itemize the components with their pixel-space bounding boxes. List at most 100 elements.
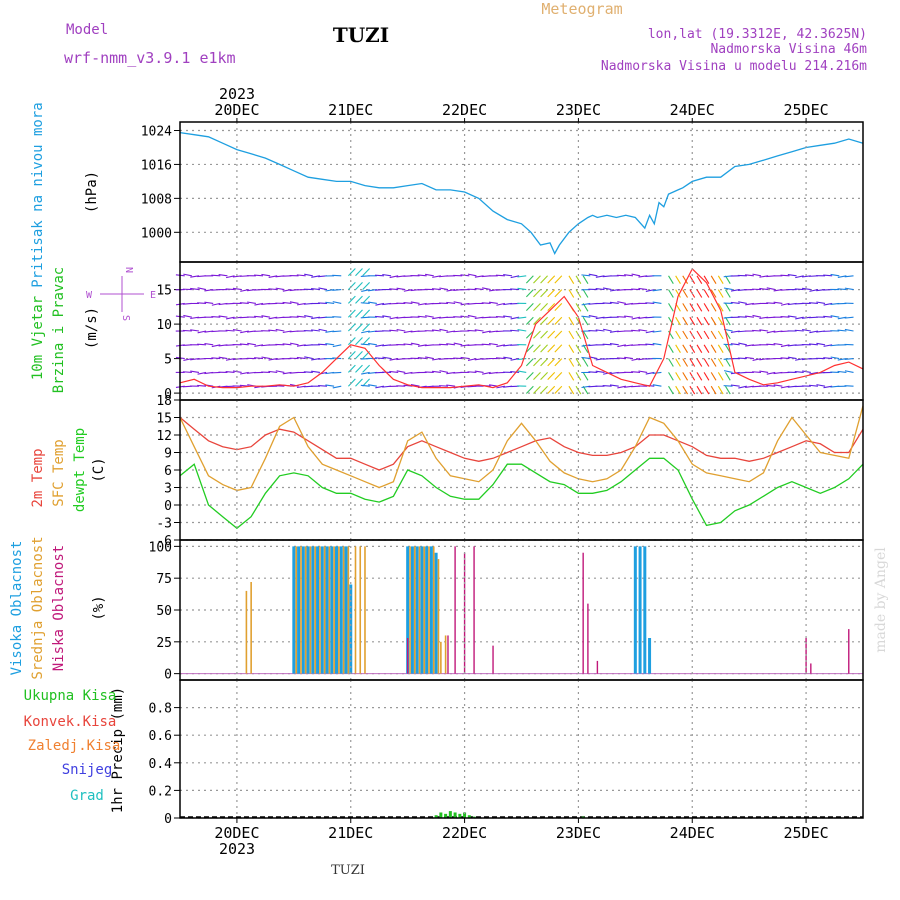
- wind-arrow-552: [609, 343, 619, 346]
- wind-arrow-198: [332, 385, 342, 389]
- wind-arrow-17: [183, 273, 192, 277]
- wind-arrow-204: [332, 301, 342, 304]
- wind-arrow-312: [417, 302, 427, 306]
- wind-arrow-48: [211, 344, 221, 348]
- precip-bar-2: [444, 813, 448, 818]
- year-top: 2023: [219, 85, 255, 103]
- wind-arrow-838: [837, 370, 847, 373]
- wind-arrow-617: [668, 316, 674, 326]
- day-label-top-4: 24DEC: [670, 101, 715, 119]
- wind-arrow-694: [723, 370, 733, 373]
- wind-arrow-373: [467, 329, 477, 332]
- wind-arrow-377: [467, 273, 477, 277]
- wind-arrow-666: [710, 385, 717, 395]
- pressure-frame: [179, 121, 864, 263]
- mid-cloud-label: Srednja Oblacnost: [30, 536, 46, 679]
- precip-bar-6: [463, 812, 467, 818]
- wind-arrow-354: [453, 342, 463, 346]
- side-labels: Pritisak na nivou mora (hPa) 10m Vjetar …: [9, 102, 126, 813]
- wind-arrow-348: [446, 301, 456, 304]
- pressure-panel: 1000 1008 1016 1024: [141, 121, 864, 263]
- wind-arrow-118: [268, 370, 278, 373]
- wind-arrow-801: [809, 384, 818, 387]
- wind-arrow-633: [682, 344, 689, 353]
- wind-arrow-255: [375, 344, 385, 348]
- wind-arrow-333: [438, 385, 449, 387]
- wind-arrow-85: [240, 330, 249, 334]
- wind-arrow-705: [730, 343, 740, 346]
- wind-arrow-853: [844, 287, 854, 291]
- wind-arrow-478: [554, 372, 563, 381]
- wind-arrow-677: [717, 358, 724, 367]
- wind-arrow-68: [225, 316, 235, 320]
- wind-arrow-455: [533, 316, 541, 325]
- wind-arrow-539: [595, 275, 605, 278]
- precip-bar-5: [458, 813, 462, 818]
- sfc-temp-line: [179, 405, 864, 492]
- wind-arrow-620: [668, 275, 674, 284]
- wind-arrow-179: [311, 275, 321, 278]
- wind-arrow-652: [696, 330, 703, 340]
- wind-arrow-689: [724, 316, 731, 326]
- wind-arrow-494: [568, 275, 575, 284]
- wind-arrow-742: [759, 329, 769, 332]
- wind-arrow-295: [403, 289, 413, 292]
- wind-arrow-765: [780, 385, 790, 389]
- wind-arrow-669: [710, 344, 717, 353]
- wind-arrow-487: [568, 372, 575, 381]
- wind-arrow-668: [710, 358, 717, 367]
- wind-arrow-466: [540, 289, 548, 298]
- wind-arrow-662: [703, 316, 710, 326]
- wind-arrow-690: [724, 303, 731, 312]
- wind-arrow-825: [823, 302, 833, 306]
- wind-arrow-759: [773, 342, 783, 346]
- wind-arrow-184: [318, 328, 328, 332]
- wind-arrow-477: [554, 385, 563, 394]
- wind-arrow-700: [723, 287, 733, 291]
- wind-arrow-658: [703, 372, 710, 381]
- wind-arrow-657: [703, 385, 710, 395]
- pressure-unit: (hPa): [84, 171, 100, 213]
- wind-arrow-685: [724, 372, 731, 381]
- wind-arrow-410: [495, 315, 505, 318]
- wind-arrow-428: [510, 316, 520, 320]
- wind-arrow-824: [823, 315, 833, 318]
- wind-arrow-621: [675, 385, 681, 395]
- wind-arrow-218: [355, 350, 363, 359]
- wind-arrow-626: [675, 316, 681, 326]
- wind-arrow-796: [802, 329, 811, 332]
- wind-arrow-845: [837, 275, 847, 279]
- day-label-top-2: 22DEC: [442, 101, 487, 119]
- low-cloud-label: Niska Oblacnost: [51, 545, 67, 671]
- legend-frozen-rain: Zaledj.Kisa: [28, 738, 121, 754]
- wind-arrow-84: [239, 343, 249, 346]
- wind-arrow-286: [396, 287, 406, 291]
- precip-bar-4: [453, 812, 457, 818]
- wind-arrow-119: [268, 358, 278, 361]
- wind-arrow-664: [703, 289, 710, 298]
- wind-arrow-436: [517, 329, 527, 332]
- wind-arrow-791: [795, 275, 804, 279]
- wind-arrow-217: [355, 364, 363, 373]
- wind-arrow-337: [439, 328, 449, 332]
- temp-ytick-label-6: 12: [156, 429, 172, 444]
- wind-arrow-854: [844, 275, 854, 278]
- wind-arrow-659: [703, 358, 710, 367]
- wind-arrow-521: [581, 274, 591, 277]
- wind-arrow-317: [425, 356, 434, 360]
- wind-arrow-490: [568, 330, 575, 340]
- wind-arrow-584: [631, 273, 641, 277]
- wind-arrow-434: [517, 358, 527, 361]
- wind-arrow-39: [204, 342, 214, 346]
- wind-arrow-205: [332, 289, 342, 291]
- wind-arrow-150: [289, 301, 299, 304]
- wind-arrow-22: [190, 329, 200, 332]
- wind-arrow-802: [809, 371, 819, 375]
- wind-arrow-642: [689, 344, 696, 353]
- wind-arrow-445: [525, 330, 534, 339]
- wind-label-line2: Brzina i Pravac: [51, 267, 67, 393]
- compass-east: E: [150, 290, 156, 301]
- wind-arrow-25: [190, 287, 200, 291]
- wind-arrow-636: [682, 303, 689, 312]
- wind-arrow-413: [495, 274, 505, 277]
